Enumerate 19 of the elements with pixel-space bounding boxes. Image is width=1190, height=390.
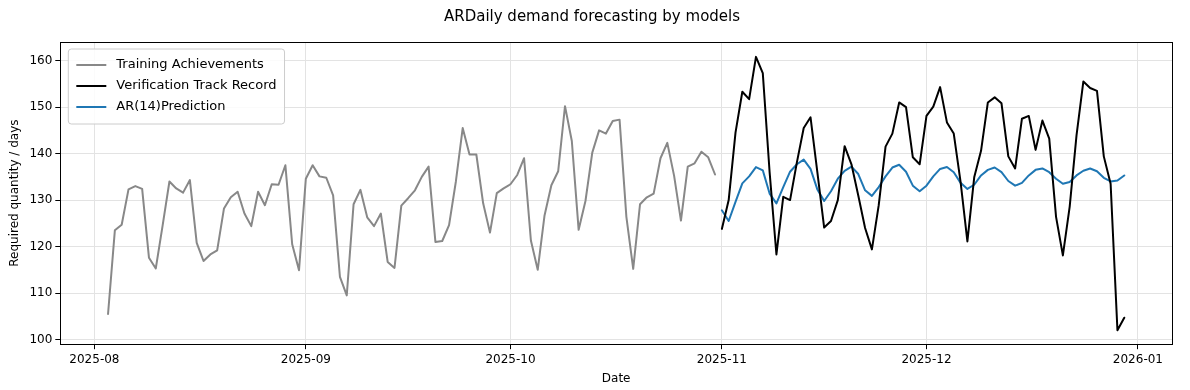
x-tick-label: 2026-01 bbox=[1112, 351, 1163, 366]
y-tick-label: 100 bbox=[29, 331, 53, 346]
x-tick-label: 2025-11 bbox=[696, 351, 747, 366]
x-tick-label: 2025-09 bbox=[280, 351, 331, 366]
x-tick-label: 2025-12 bbox=[901, 351, 952, 366]
x-tick-label: 2025-10 bbox=[485, 351, 536, 366]
y-tick-label: 130 bbox=[29, 192, 53, 207]
legend-label: AR(14)Prediction bbox=[116, 98, 226, 114]
x-tick-label: 2025-08 bbox=[69, 351, 120, 366]
y-tick-label: 120 bbox=[29, 238, 53, 253]
y-axis-title: Required quantity / days bbox=[7, 119, 22, 267]
y-tick-label: 110 bbox=[29, 285, 53, 300]
x-axis-title: Date bbox=[601, 370, 631, 385]
y-tick-label: 160 bbox=[29, 52, 53, 67]
legend-label: Training Achievements bbox=[115, 56, 265, 72]
y-tick-label: 140 bbox=[29, 145, 53, 160]
legend-label: Verification Track Record bbox=[116, 77, 277, 93]
y-tick-label: 150 bbox=[29, 99, 53, 114]
chart-title: ARDaily demand forecasting by models bbox=[443, 6, 741, 25]
